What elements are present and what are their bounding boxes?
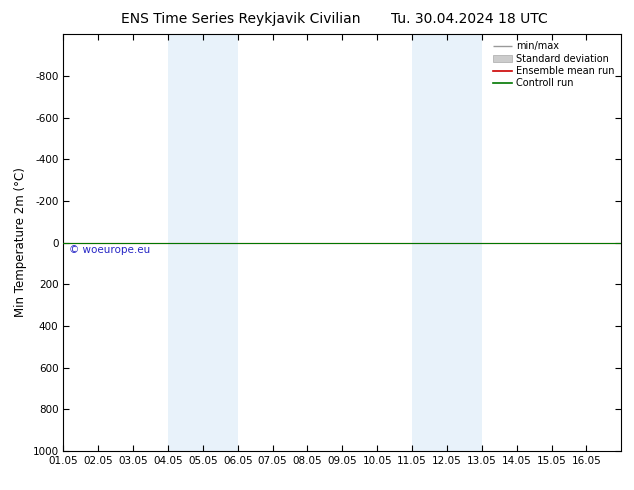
Text: Tu. 30.04.2024 18 UTC: Tu. 30.04.2024 18 UTC — [391, 12, 548, 26]
Legend: min/max, Standard deviation, Ensemble mean run, Controll run: min/max, Standard deviation, Ensemble me… — [491, 39, 616, 90]
Bar — [168, 34, 238, 451]
Text: ENS Time Series Reykjavik Civilian: ENS Time Series Reykjavik Civilian — [121, 12, 361, 26]
Y-axis label: Min Temperature 2m (°C): Min Temperature 2m (°C) — [14, 168, 27, 318]
Bar — [412, 34, 482, 451]
Text: © woeurope.eu: © woeurope.eu — [69, 245, 150, 255]
